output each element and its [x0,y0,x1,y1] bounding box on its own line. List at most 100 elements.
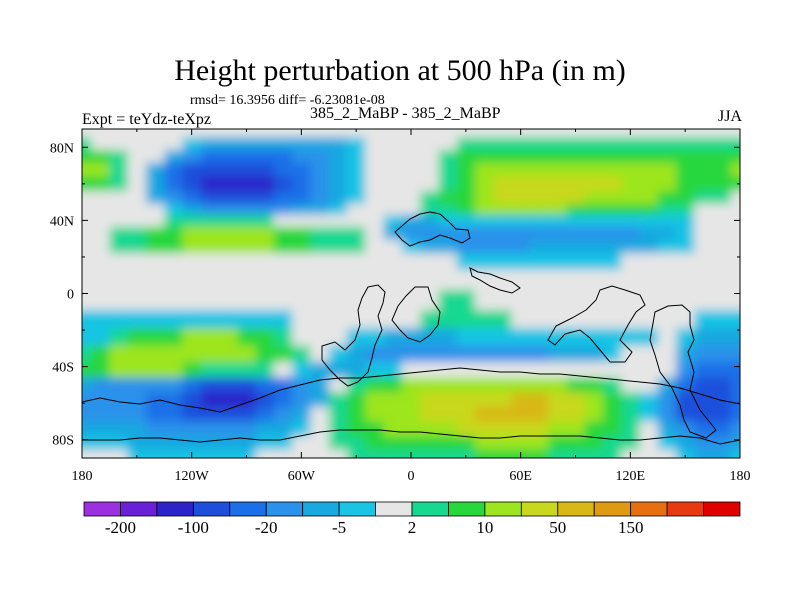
axes: 180 120W 60W 0 60E 120E 180 80N 40N 0 40S 80S [50,129,751,484]
field-cell [91,406,110,422]
field-cell [420,226,439,241]
field-cell [292,253,312,271]
field-cell [657,129,677,138]
field-cell [621,310,641,329]
field-cell [237,310,257,329]
field-cell [182,345,202,363]
field-cell [82,226,92,241]
case-label: 385_2_MaBP - 385_2_MaBP [310,105,501,122]
field-cell [493,226,513,241]
field-cell [420,253,439,271]
coastline-africa [391,286,441,343]
field-cell [164,203,184,216]
field-cell [109,191,129,205]
field-cell [255,162,275,178]
field-cell [621,137,641,151]
field-cell [255,436,275,451]
field-cell [127,253,147,271]
field-cell [456,289,476,311]
field-cell [676,406,695,422]
field-cell [347,129,366,138]
field-cell [91,310,110,329]
field-cell [475,253,494,271]
field-cell [219,239,238,254]
colorbar-swatch [448,501,486,517]
field-cell [328,392,348,408]
field-cell [493,150,513,164]
field-cell [292,239,312,254]
field-cell [730,392,740,408]
field-cell [676,203,695,216]
field-cell [219,392,238,408]
field-cell [237,436,257,451]
field-cell [602,162,622,178]
field-cell [109,436,129,451]
field-cell [182,203,202,216]
field-cell [219,176,238,192]
field-cell [639,214,659,228]
field-cell [237,253,257,271]
field-cell [365,436,385,451]
field-cell [127,328,147,347]
field-cell [164,421,184,437]
field-cell [109,203,129,216]
field-cell [82,377,92,393]
field-cell [529,362,549,379]
field-cell [328,137,348,151]
field-cell [383,449,403,458]
field-cell [273,129,293,138]
field-cell [347,191,366,205]
field-cell [493,253,513,271]
experiment-label: Expt = teYdz-teXpz [82,111,211,128]
field-cell [475,150,494,164]
season-label: JJA [717,108,742,125]
field-cell [420,377,439,393]
field-cell [146,345,165,363]
field-cell [438,436,458,451]
field-cell [310,162,330,178]
field-cell [456,449,476,458]
field-cell [676,269,695,291]
field-cell [219,214,238,228]
field-cell [255,137,275,151]
field-cells [82,129,740,458]
field-cell [82,214,92,228]
field-cell [712,449,732,458]
field-cell [347,392,366,408]
field-cell [383,436,403,451]
field-cell [328,129,348,138]
x-tick-label: 120W [175,469,210,484]
field-cell [273,449,293,458]
field-cell [438,377,458,393]
field-cell [164,214,184,228]
y-tick-label: 40N [50,214,74,229]
field-cell [347,362,366,379]
field-cell [639,310,659,329]
field-cell [548,421,567,437]
field-cell [182,150,202,164]
field-cell [602,191,622,205]
field-cell [456,226,476,241]
field-cell [657,392,677,408]
field-cell [639,129,659,138]
field-cell [475,239,494,254]
field-cell [127,449,147,458]
field-cell [273,328,293,347]
field-cell [237,203,257,216]
coastline-southeast-asia [547,285,646,363]
field-cell [347,150,366,164]
field-cell [146,436,165,451]
field-cell [82,137,92,151]
field-cell [292,226,312,241]
field-cell [310,392,330,408]
field-cell [383,162,403,178]
field-cell [548,345,567,363]
field-cell [255,421,275,437]
field-cell [676,449,695,458]
field-cell [146,176,165,192]
field-cell [438,406,458,422]
field-cell [493,362,513,379]
field-cell [456,392,476,408]
field-cell [182,362,202,379]
